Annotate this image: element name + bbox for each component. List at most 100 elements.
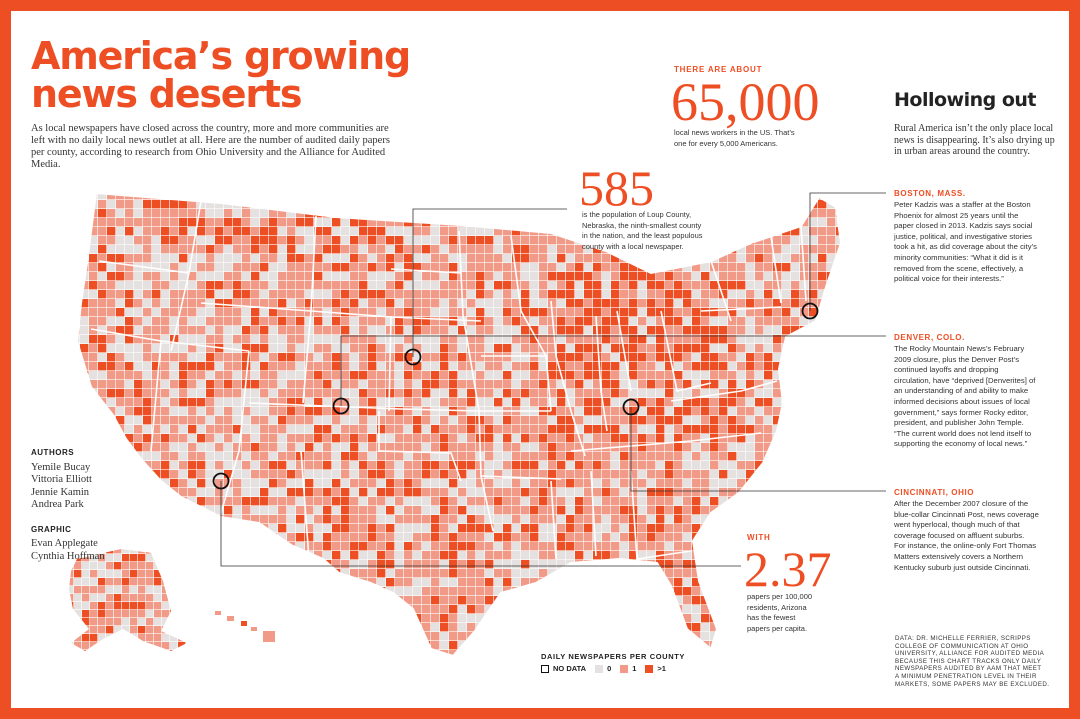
case-line: took a hit, as did coverage about the ci… [894,242,1038,252]
boston-case: BOSTON, MASS. Peter Kadzis was a staffer… [894,189,1064,285]
workers-text: local news workers in the US. That’s one… [674,128,795,149]
arizona-kicker: WITH [747,533,771,542]
legend-item-one: 1 [620,664,636,673]
case-line: justice, political, and investigative st… [894,231,1033,241]
arizona-marker [212,472,230,490]
arizona-text-line: has the fewest [747,613,796,622]
case-line: Peter Kadzis was a staffer at the Boston [894,200,1031,209]
loup-text-line: Nebraska, the ninth-smallest county [582,220,702,230]
workers-text-line: one for every 5,000 Americans. [674,138,778,148]
source-line: MARKETS, SOME PAPERS MAY BE EXCLUDED. [895,680,1050,688]
boston-marker [801,302,819,320]
county-fill-layer [77,193,841,656]
legend-title: DAILY NEWSPAPERS PER COUNTY [541,652,686,661]
source-line: NEWSPAPERS AUDITED BY AAM THAT MEET [895,665,1042,673]
hollowing-text: Rural America isn’t the only place local… [894,123,1055,157]
case-line: blue-collar Cincinnati Post, news covera… [894,509,1039,519]
legend-label: 0 [607,664,612,673]
case-line: For instance, the online-only Fort Thoma… [894,541,1037,551]
arizona-text-line: residents, Arizona [747,602,807,612]
author-name: Andrea Park [31,499,84,510]
workers-text-line: local news workers in the US. That’s [674,128,795,137]
loup-text-line: is the population of Loup County, [582,210,692,219]
us-outline [75,191,843,658]
graphic-name: Evan Applegate [31,538,98,549]
denver-marker [332,397,350,415]
arizona-text-line: papers per 100,000 [747,592,813,601]
case-line: “The current world does not lend itself … [894,428,1032,438]
cincinnati-heading: CINCINNATI, OHIO [894,488,975,497]
cincinnati-marker [622,398,640,416]
state-borders [90,200,807,560]
workers-kicker: THERE ARE ABOUT [674,65,763,74]
map-legend: DAILY NEWSPAPERS PER COUNTY NO DATA 0 1 … [541,652,685,673]
legend-label: NO DATA [553,664,587,673]
case-line: government,” says former Rocky editor, [894,407,1029,417]
case-line: president, and publisher John Temple. [894,418,1024,428]
case-line: political voice for their interests.” [894,274,1004,284]
case-line: supporting the economy of local news.” [894,439,1028,449]
arizona-text: papers per 100,000 residents, Arizona ha… [747,592,812,634]
loup-text-line: in the nation, and the least populous [582,231,703,240]
case-line: minority communities: “What it did is it [894,252,1024,262]
cincinnati-case: CINCINNATI, OHIO After the December 2007… [894,488,1064,573]
case-line: went hyperlocal, though much of that [894,520,1020,530]
case-line: coverage focused on affluent suburbs. [894,530,1025,540]
denver-heading: DENVER, COLO. [894,333,965,342]
boston-body: Peter Kadzis was a staffer at the Boston… [894,200,1064,285]
legend-swatch [595,664,604,673]
source-line: UNIVERSITY, ALLIANCE FOR AUDITED MEDIA [895,650,1045,658]
case-line: Matters extensively covers a Northern [894,551,1024,561]
denver-body: The Rocky Mountain News’s February 2009 … [894,344,1064,450]
case-line: Phoenix for almost 25 years until the [894,210,1019,220]
legend-swatch [541,664,549,673]
loup-county-marker [404,348,422,366]
callout-lines [220,192,886,567]
source-line: A MINIMUM PENETRATION LEVEL IN THEIR [895,672,1037,680]
loup-text-line: county with a local newspaper. [582,241,684,251]
intro-text: As local newspapers have closed across t… [31,123,390,170]
case-line: Kentucky suburb just outside Cincinnati. [894,562,1031,572]
legend-swatch [645,664,654,673]
graphic-name: Cynthia Hoffman [31,550,105,562]
legend-item-zero: 0 [595,664,611,673]
title-line-2: news deserts [31,72,302,116]
authors-heading: AUTHORS [31,448,75,457]
page-title: America’s growing news deserts [31,34,411,116]
author-name: Yemile Bucay [31,461,91,473]
hollowing-heading: Hollowing out [894,89,1037,111]
case-line: paper closed in 2013. Kadzis says social [894,221,1033,231]
legend-label: 1 [632,664,637,673]
graphic-heading: GRAPHIC [31,524,72,534]
case-line: an understanding of and ability to make [894,386,1029,396]
source-line: BECAUSE THIS CHART TRACKS ONLY DAILY [895,657,1042,665]
author-name: Vittoria Elliott [31,474,92,485]
denver-case: DENVER, COLO. The Rocky Mountain News’s … [894,333,1064,450]
case-line: informed decisions about issues of local [894,396,1030,406]
case-line: The Rocky Mountain News’s February [894,344,1025,353]
us-county-map [69,191,886,658]
boston-heading: BOSTON, MASS. [894,189,966,198]
legend-item-no-data: NO DATA [541,664,586,673]
case-line: circulation, have “deprived [Denverites]… [894,375,1036,385]
source-line: DATA: DR. MICHELLE FERRIER, SCRIPPS [895,635,1031,642]
title-line-1: America’s growing [31,34,411,78]
loup-text: is the population of Loup County, Nebras… [582,210,703,252]
case-line: 2009 closure, plus the Denver Post’s [894,354,1020,364]
legend-swatch [620,664,629,673]
workers-number: 65,000 [671,72,820,132]
cincinnati-body: After the December 2007 closure of the b… [894,499,1064,573]
author-name: Jennie Kamin [31,486,90,498]
infographic-page: America’s growing news deserts As local … [11,11,1069,708]
legend-item-more: >1 [645,664,666,673]
data-source-note: DATA: DR. MICHELLE FERRIER, SCRIPPS COLL… [895,635,1060,688]
case-line: continued layoffs and dropping [894,365,999,375]
hawaii-islands [215,611,275,642]
loup-number: 585 [579,160,654,216]
case-line: After the December 2007 closure of the [894,499,1029,508]
arizona-number: 2.37 [744,541,832,597]
city-markers [212,302,819,490]
arizona-text-line: papers per capita. [747,623,808,633]
source-line: COLLEGE OF COMMUNICATION AT OHIO [895,642,1029,650]
case-line: removed from the scene, effectively, a [894,263,1024,273]
